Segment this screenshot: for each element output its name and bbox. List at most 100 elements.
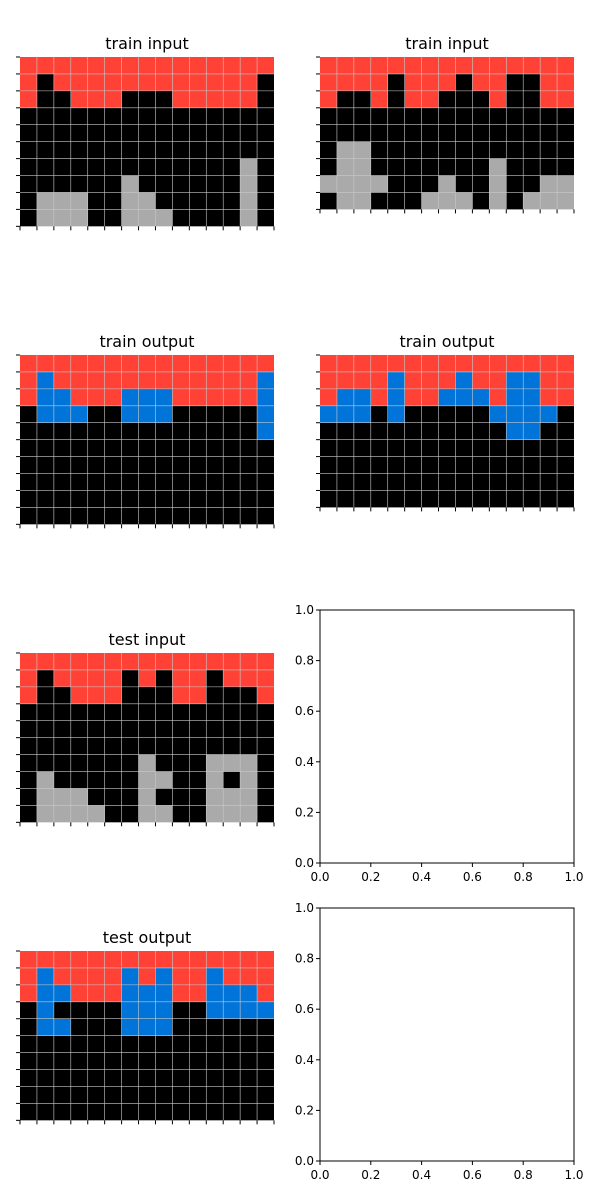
grid-cell bbox=[540, 456, 558, 474]
grid-cell bbox=[223, 405, 241, 423]
grid-cell bbox=[104, 507, 122, 525]
grid-cell bbox=[53, 355, 71, 372]
grid-cell bbox=[489, 90, 507, 108]
grid-cell bbox=[523, 422, 541, 440]
grid-cell bbox=[138, 355, 156, 372]
grid-cell bbox=[206, 388, 224, 406]
grid-cell bbox=[104, 653, 122, 670]
grid-cell bbox=[540, 355, 558, 372]
grid-cell bbox=[240, 1103, 258, 1121]
grid-cell bbox=[257, 158, 274, 176]
grid-cell bbox=[523, 73, 541, 91]
grid-cell bbox=[189, 686, 207, 704]
grid-cell bbox=[189, 1103, 207, 1121]
grid-cell bbox=[20, 158, 37, 176]
grid-cell bbox=[455, 473, 473, 491]
grid-cell bbox=[540, 107, 558, 125]
grid-cell bbox=[121, 141, 139, 159]
grid-cell bbox=[20, 90, 37, 108]
grid-cell bbox=[104, 703, 122, 721]
grid-cell bbox=[53, 209, 71, 227]
grid-cell bbox=[87, 57, 105, 74]
grid-cell bbox=[421, 355, 439, 372]
grid-cell bbox=[370, 355, 388, 372]
grid-cell bbox=[104, 754, 122, 772]
grid-cell bbox=[36, 703, 54, 721]
grid-cell bbox=[240, 355, 258, 372]
grid-cell bbox=[336, 456, 354, 474]
grid-cell bbox=[404, 439, 422, 457]
grid-cell bbox=[70, 209, 88, 227]
grid-cell bbox=[257, 1001, 274, 1019]
grid-cell bbox=[489, 371, 507, 389]
grid-cell bbox=[20, 1001, 37, 1019]
grid-cell bbox=[404, 473, 422, 491]
grid-cell bbox=[438, 90, 456, 108]
grid-cell bbox=[540, 422, 558, 440]
grid-cell bbox=[506, 141, 524, 159]
grid-cell bbox=[70, 355, 88, 372]
grid-cell bbox=[257, 1018, 274, 1036]
grid-cell bbox=[257, 490, 274, 508]
grid-cell bbox=[370, 57, 388, 74]
grid-cell bbox=[506, 473, 524, 491]
grid-cell bbox=[138, 1103, 156, 1121]
grid-cell bbox=[70, 805, 88, 823]
grid-cell bbox=[189, 1001, 207, 1019]
grid-cell bbox=[223, 1103, 241, 1121]
grid-cell bbox=[36, 175, 54, 193]
grid-cell bbox=[523, 371, 541, 389]
grid-cell bbox=[53, 124, 71, 142]
grid-cell bbox=[70, 1086, 88, 1104]
grid-cell bbox=[206, 107, 224, 125]
grid-cell bbox=[155, 192, 173, 210]
grid-cell bbox=[404, 355, 422, 372]
grid-cell bbox=[523, 439, 541, 457]
grid-cell bbox=[172, 192, 190, 210]
grid-cell bbox=[455, 490, 473, 508]
grid-cell bbox=[455, 355, 473, 372]
grid-cell bbox=[257, 720, 274, 738]
grid-cell bbox=[540, 90, 558, 108]
grid-cell bbox=[320, 473, 337, 491]
grid-cell bbox=[36, 209, 54, 227]
grid-cell bbox=[138, 371, 156, 389]
grid-cell bbox=[506, 57, 524, 74]
grid-cell bbox=[523, 473, 541, 491]
grid-cell bbox=[189, 754, 207, 772]
grid-cell bbox=[189, 73, 207, 91]
grid-cell bbox=[223, 805, 241, 823]
grid-cell bbox=[206, 1035, 224, 1053]
grid-cell bbox=[36, 771, 54, 789]
grid-cell bbox=[87, 1103, 105, 1121]
grid-cell bbox=[336, 141, 354, 159]
grid-cell bbox=[506, 124, 524, 142]
grid-cell bbox=[189, 473, 207, 491]
grid-cell bbox=[240, 1052, 258, 1070]
grid-cell bbox=[240, 57, 258, 74]
grid-cell bbox=[223, 158, 241, 176]
grid-cell bbox=[223, 124, 241, 142]
grid-cell bbox=[104, 984, 122, 1002]
grid-cell bbox=[472, 405, 490, 423]
grid-cell bbox=[421, 124, 439, 142]
grid-cell bbox=[53, 1035, 71, 1053]
grid-cell bbox=[155, 73, 173, 91]
grid-cell bbox=[121, 771, 139, 789]
grid-cell bbox=[70, 507, 88, 525]
grid-cell bbox=[189, 669, 207, 687]
grid-cell bbox=[387, 456, 405, 474]
grid-cell bbox=[421, 405, 439, 423]
grid-cell bbox=[104, 720, 122, 738]
grid-cell bbox=[320, 124, 337, 142]
grid-cell bbox=[540, 175, 558, 193]
grid-cell bbox=[189, 192, 207, 210]
grid-cell bbox=[206, 209, 224, 227]
grid-cell bbox=[223, 107, 241, 125]
grid-cell bbox=[336, 90, 354, 108]
grid-cell bbox=[240, 951, 258, 968]
grid-cell bbox=[104, 124, 122, 142]
grid-cell bbox=[240, 490, 258, 508]
grid-cell bbox=[172, 984, 190, 1002]
grid-cell bbox=[70, 57, 88, 74]
